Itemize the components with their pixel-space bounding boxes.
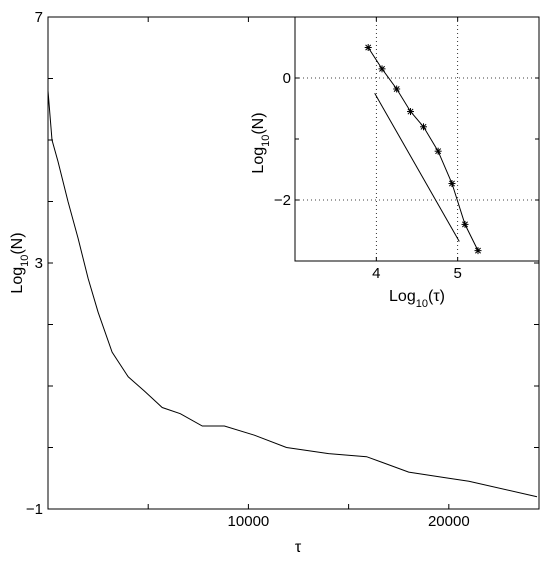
inset-marker-star — [474, 247, 482, 255]
inset-marker-star — [364, 44, 372, 51]
star-stroke — [448, 180, 455, 187]
inset-series-fit-line — [374, 93, 460, 242]
star-stroke — [462, 221, 468, 228]
inset-grid — [295, 17, 539, 261]
star-stroke — [407, 108, 414, 115]
inset-marker-star — [448, 180, 456, 188]
inset-y-tick-label: −2 — [274, 192, 291, 209]
inset-x-axis-label: Log10(τ) — [389, 288, 445, 310]
inset-series-markers — [364, 44, 482, 255]
inset-marker-star — [434, 147, 442, 155]
main-x-axis-label: τ — [295, 539, 302, 556]
star-stroke — [393, 86, 400, 92]
inset-y-axis-label: Log10(N) — [250, 112, 272, 173]
star-stroke — [379, 65, 386, 72]
star-stroke — [475, 247, 481, 254]
star-stroke — [365, 44, 372, 51]
inset-marker-star — [378, 65, 386, 73]
main-y-tick-label: −1 — [26, 501, 43, 518]
inset-marker-star — [393, 85, 401, 93]
inset-axis-ticks — [295, 16, 539, 262]
main-y-axis-label: Log10(N) — [9, 232, 31, 293]
main-y-tick-label: 7 — [35, 9, 43, 26]
star-stroke — [420, 123, 427, 130]
inset-marker-star — [406, 108, 414, 116]
main-series-line — [47, 90, 538, 498]
inset-chart: 4 5 0 −2 Log10(τ) Log10(N) — [250, 16, 540, 310]
inset-plot-area — [294, 16, 540, 262]
main-tick-labels: 10000 20000 −1 3 7 — [26, 9, 470, 530]
inset-x-tick-label: 5 — [453, 265, 461, 282]
inset-marker-star — [461, 220, 469, 228]
inset-tick-labels: 4 5 0 −2 — [274, 70, 462, 282]
star-stroke — [435, 148, 442, 155]
inset-y-tick-label: 0 — [283, 70, 291, 87]
main-x-tick-label: 20000 — [428, 513, 470, 530]
inset-marker-star — [420, 123, 428, 131]
inset-x-tick-label: 4 — [372, 265, 380, 282]
main-x-tick-label: 10000 — [228, 513, 270, 530]
main-y-tick-label: 3 — [35, 255, 43, 272]
